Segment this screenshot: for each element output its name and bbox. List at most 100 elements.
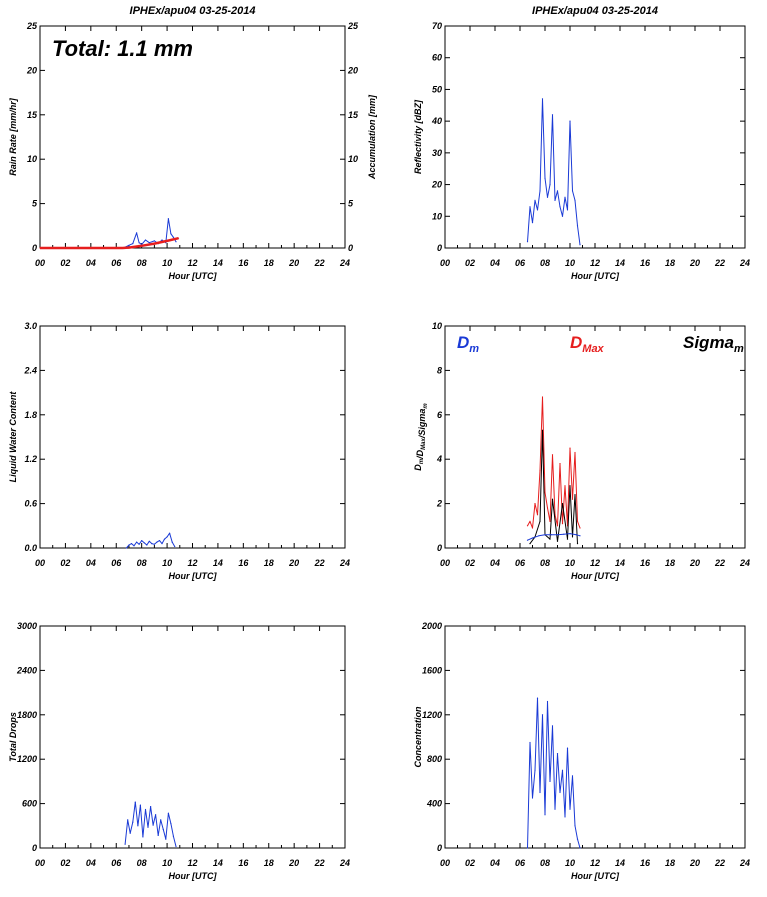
y-tick-label: 70 [432, 21, 442, 31]
data-point [526, 539, 529, 541]
y-tick-label: 1200 [422, 710, 442, 720]
x-tick-label: 16 [640, 558, 651, 568]
data-point [554, 808, 556, 810]
x-tick-label: 12 [187, 858, 197, 868]
data-point [170, 823, 172, 825]
y-right-tick-label: 20 [347, 65, 358, 75]
data-point [531, 222, 534, 224]
y-tick-label: 3000 [17, 621, 37, 631]
y-tick-label: 0 [32, 243, 37, 253]
y-tick-label: 10 [432, 211, 442, 221]
data-point [531, 797, 534, 799]
x-tick-label: 18 [264, 558, 274, 568]
x-tick-label: 00 [440, 858, 450, 868]
data-point [534, 503, 536, 505]
x-tick-label: 10 [565, 258, 575, 268]
y-axis-label: Rain Rate [mm/hr] [8, 97, 18, 176]
x-tick-label: 12 [187, 558, 197, 568]
x-axis-label: Hour [UTC] [571, 871, 620, 881]
y-tick-label: 1800 [17, 710, 37, 720]
y-axis-label: Total Drops [8, 712, 18, 762]
legend-entry: DMax [570, 333, 605, 355]
data-point [142, 836, 144, 838]
data-point [564, 816, 566, 818]
x-tick-label: 12 [187, 258, 197, 268]
x-tick-label: 24 [339, 258, 350, 268]
x-tick-label: 16 [238, 258, 249, 268]
y-tick-label: 5 [32, 199, 38, 209]
data-point [148, 242, 150, 244]
data-point [160, 819, 162, 821]
x-tick-label: 14 [615, 558, 625, 568]
x-tick-label: 06 [111, 858, 122, 868]
data-point [156, 541, 158, 543]
y-tick-label: 2400 [16, 665, 37, 675]
series-line-0 [124, 218, 177, 248]
y-axis-label: Liquid Water Content [8, 391, 18, 483]
y-tick-label: 2000 [421, 621, 442, 631]
y-tick-label: 20 [431, 180, 442, 190]
y-tick-label: 10 [432, 321, 442, 331]
data-point [571, 775, 574, 777]
data-point [561, 503, 564, 505]
data-point [561, 215, 564, 217]
data-point [544, 177, 546, 179]
data-point [177, 237, 180, 239]
data-point [569, 120, 571, 122]
x-tick-label: 06 [111, 558, 122, 568]
x-tick-label: 16 [640, 258, 651, 268]
data-point [165, 838, 167, 840]
data-point [144, 239, 147, 241]
data-point [132, 243, 134, 245]
data-point [571, 498, 574, 500]
y-tick-label: 6 [437, 410, 443, 420]
data-point [130, 543, 133, 545]
x-tick-label: 00 [440, 558, 450, 568]
data-point [152, 824, 154, 826]
data-point [136, 232, 138, 234]
y-tick-label: 1600 [422, 665, 442, 675]
x-tick-label: 06 [515, 258, 526, 268]
data-point [526, 525, 529, 527]
data-point [155, 814, 157, 816]
x-tick-label: 20 [689, 558, 700, 568]
data-point [158, 540, 161, 542]
y-right-tick-label: 10 [348, 154, 358, 164]
data-point [574, 451, 576, 454]
data-point [539, 791, 541, 794]
data-point [143, 542, 145, 544]
x-tick-label: 06 [111, 258, 122, 268]
y-tick-label: 0 [437, 843, 442, 853]
x-tick-label: 22 [714, 558, 725, 568]
y-axis-label: Dm/DMax/Sigmam [413, 403, 429, 471]
data-point [166, 536, 168, 538]
series-line-2 [527, 533, 581, 541]
data-point [136, 541, 138, 543]
data-point [569, 808, 571, 810]
x-tick-label: 20 [288, 558, 299, 568]
x-tick-label: 24 [339, 558, 350, 568]
data-point [556, 753, 559, 755]
data-point [574, 199, 576, 201]
x-tick-label: 06 [515, 858, 526, 868]
data-point [127, 819, 129, 821]
x-tick-label: 08 [137, 258, 147, 268]
chart-conc: 00 02 04 06 08 10 12 14 16 18 20 22 24 0 400 800 1200 160… [413, 621, 750, 881]
data-point [576, 838, 579, 840]
data-point [531, 527, 534, 529]
x-tick-label: 10 [162, 858, 172, 868]
x-tick-label: 14 [213, 858, 223, 868]
x-tick-label: 04 [490, 558, 500, 568]
x-axis-label: Hour [UTC] [169, 271, 218, 281]
data-point [566, 747, 569, 749]
data-point [124, 843, 126, 845]
data-point [529, 543, 531, 545]
data-point [122, 247, 124, 249]
chart-title: IPHEx/apu04 03-25-2014 [532, 5, 658, 17]
data-point [526, 847, 529, 849]
y-tick-label: 2.4 [23, 365, 37, 375]
y-tick-label: 4 [436, 454, 442, 464]
x-tick-label: 08 [137, 858, 147, 868]
data-point [551, 725, 554, 727]
x-tick-label: 02 [465, 858, 475, 868]
